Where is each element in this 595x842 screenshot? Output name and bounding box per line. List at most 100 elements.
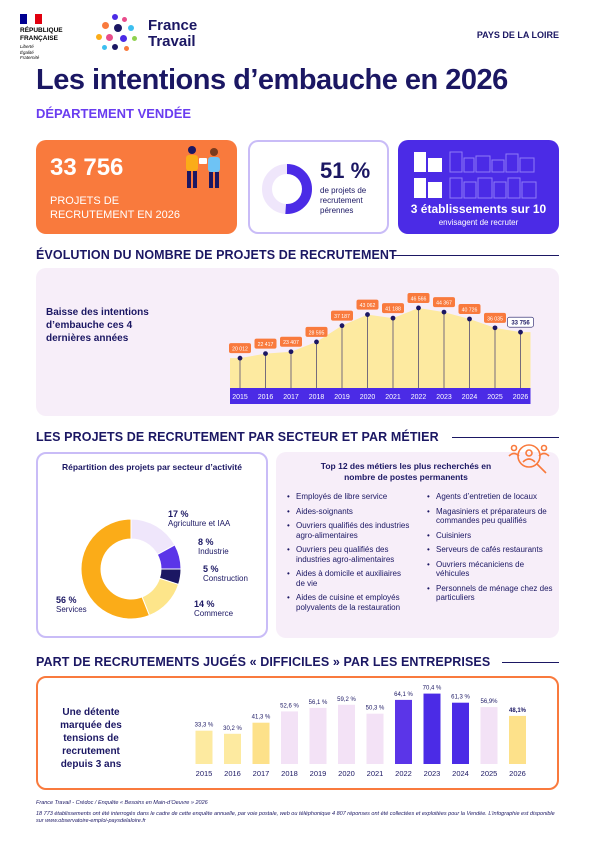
difficult-bar — [395, 699, 412, 764]
evolution-label-box — [356, 299, 379, 310]
evolution-label-box — [229, 343, 251, 354]
evolution-label-box — [331, 310, 353, 321]
projects-label: PROJETS DE RECRUTEMENT EN 2026 — [50, 195, 180, 221]
republique-title: RÉPUBLIQUE FRANÇAISE — [20, 27, 63, 42]
difficult-data-label: 33,3 % — [195, 723, 214, 729]
region-label: PAYS DE LA LOIRE — [476, 30, 559, 40]
difficult-tick-label: 2017 — [253, 769, 270, 778]
evolution-tick-label: 2022 — [411, 394, 427, 401]
difficult-bar — [366, 713, 384, 764]
evolution-label-box — [507, 316, 534, 328]
metiers-list-left: Employés de libre service Aides-soignant… — [286, 492, 412, 617]
evolution-data-label: 28 595 — [309, 330, 325, 336]
page-title: Les intentions d’embauche en 2026 — [36, 64, 508, 96]
difficult-tick-label: 2018 — [281, 769, 298, 778]
evolution-point — [237, 355, 243, 361]
evolution-data-label: 23 407 — [283, 340, 299, 346]
difficult-tick-label: 2020 — [338, 769, 355, 778]
perennial-value: 51 % — [320, 158, 371, 183]
slice-label-construction: 5 % Construction — [203, 564, 248, 584]
evolution-point — [492, 325, 498, 331]
evolution-tick-label: 2023 — [436, 394, 452, 401]
difficult-bar — [224, 733, 241, 764]
difficult-bar — [480, 707, 498, 764]
perennial-arc — [262, 164, 312, 214]
difficult-bar — [423, 693, 441, 764]
difficult-section-title: PART DE RECRUTEMENTS JUGÉS « DIFFICILES … — [36, 655, 491, 669]
evolution-data-label: 46 566 — [411, 296, 427, 302]
evolution-label-box — [484, 312, 506, 323]
evolution-tick-label: 2020 — [360, 394, 376, 401]
evolution-data-label: 40 726 — [462, 307, 478, 313]
difficult-bar — [509, 715, 526, 764]
list-item: Employés de libre service — [286, 492, 412, 502]
difficult-data-label: 70,4 % — [423, 686, 442, 692]
evolution-text: Baisse des intentions d’embauche ces 4 d… — [46, 307, 149, 344]
difficult-bar — [252, 722, 270, 764]
evolution-tick-label: 2024 — [462, 394, 478, 401]
metiers-list-right: Agents d’entretien de locaux Magasiniers… — [426, 492, 554, 608]
difficult-bar — [338, 704, 355, 764]
difficult-tick-label: 2019 — [310, 769, 327, 778]
sector-slice-4 — [80, 518, 151, 620]
evolution-point — [339, 323, 345, 329]
list-item: Ouvriers mécaniciens de véhicules — [426, 560, 554, 579]
footer-source: France Travail - Crédoc / Enquête « Beso… — [36, 800, 559, 826]
evolution-point — [416, 305, 421, 311]
evolution-x-axis — [230, 388, 531, 404]
difficult-data-label: 56,9% — [480, 699, 498, 705]
difficult-bar — [281, 711, 298, 764]
evolution-point — [467, 316, 472, 322]
difficult-tick-label: 2024 — [452, 769, 469, 778]
evolution-tick-label: 2021 — [385, 394, 401, 401]
slice-label-commerce: 14 % Commerce — [194, 599, 234, 619]
establishments-kpi-card: 3 établissements sur 10 envisagent de re… — [398, 140, 559, 234]
perennial-donut — [262, 164, 312, 214]
evolution-label-box — [280, 336, 302, 347]
evolution-area — [230, 307, 531, 388]
difficult-bar — [452, 702, 469, 764]
republique-francaise-logo: RÉPUBLIQUE FRANÇAISE Liberté Égalité Fra… — [20, 14, 80, 61]
buildings-illustration-icon — [414, 151, 537, 199]
list-item: Ouvriers qualifiés des industries agro-a… — [286, 521, 412, 540]
difficult-tick-label: 2022 — [395, 769, 412, 778]
difficult-tick-label: 2026 — [509, 769, 526, 778]
france-travail-dots-icon — [96, 14, 144, 54]
difficult-tick-label: 2015 — [196, 769, 213, 778]
footer-source-line: France Travail - Crédoc / Enquête « Beso… — [36, 800, 208, 806]
perennial-kpi-card: 51 % de projets de recrutement pérennes — [248, 140, 389, 234]
evolution-label-box — [458, 303, 481, 314]
difficult-data-label: 61,3 % — [451, 695, 470, 701]
projects-value: 33 756 — [50, 154, 124, 181]
evolution-tick-label: 2025 — [487, 394, 503, 401]
difficult-data-label: 64,1 % — [394, 692, 413, 698]
difficult-bar — [309, 707, 327, 764]
evolution-area-chart: 20 012 22 417 23 407 28 595 37 187 43 062 41 1… — [229, 292, 534, 404]
footer-note: 18 773 établissements ont été interrogés… — [36, 810, 555, 825]
evolution-section-title: ÉVOLUTION DU NOMBRE DE PROJETS DE RECRUT… — [36, 248, 397, 262]
difficult-tick-label: 2021 — [367, 769, 384, 778]
difficult-text: Une détente marquée des tensions de recr… — [60, 707, 122, 770]
evolution-data-label: 43 062 — [360, 303, 376, 309]
evolution-point — [441, 309, 447, 315]
sectors-divider — [452, 437, 559, 438]
department-subtitle: DÉPARTEMENT VENDÉE — [36, 106, 192, 121]
people-illustration-icon — [186, 146, 220, 188]
evolution-tick-label: 2018 — [309, 394, 325, 401]
slice-label-industrie: 8 % Industrie — [198, 537, 229, 557]
evolution-label-box — [254, 338, 277, 349]
evolution-point — [518, 329, 523, 335]
list-item: Cuisiniers — [426, 531, 554, 541]
evolution-point — [314, 339, 319, 345]
sector-donut-chart — [80, 518, 182, 620]
slice-label-agriculture: 17 % Agriculture et IAA — [168, 509, 231, 529]
difficult-data-label: 50,3 % — [366, 706, 385, 712]
evolution-data-label: 33 756 — [511, 321, 530, 327]
difficult-data-label: 41,3 % — [252, 715, 271, 721]
establishments-value: 3 établissements sur 10 — [410, 202, 547, 216]
difficult-data-label: 56,1 % — [309, 700, 328, 706]
evolution-tick-label: 2016 — [258, 394, 274, 401]
sectors-section-title: LES PROJETS DE RECRUTEMENT PAR SECTEUR E… — [36, 430, 439, 444]
evolution-label-box — [305, 326, 328, 337]
slice-label-services: 56 % Services — [56, 595, 87, 615]
